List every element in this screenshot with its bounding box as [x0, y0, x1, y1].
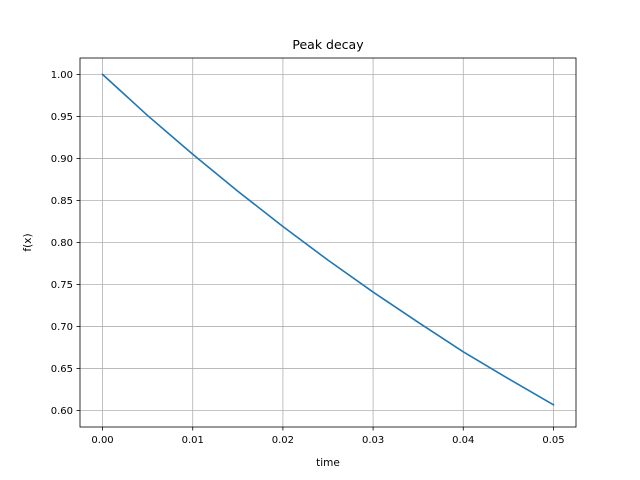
series-line	[101, 73, 555, 406]
x-tick-label: 0.00	[91, 435, 113, 446]
y-tick-label: 0.95	[51, 112, 73, 123]
y-tick-label: 1.00	[51, 70, 73, 81]
x-tick-label: 0.05	[542, 435, 564, 446]
y-tick-label: 0.85	[51, 196, 73, 207]
y-axis-label: f(x)	[22, 233, 34, 251]
x-tick-label: 0.01	[182, 435, 204, 446]
y-tick-label: 0.80	[51, 238, 73, 249]
y-tick-label: 0.90	[51, 154, 73, 165]
y-tick-label: 0.65	[51, 364, 73, 375]
x-axis-label: time	[316, 457, 340, 469]
x-tick-label: 0.04	[452, 435, 474, 446]
ticks: 0.00 0.01 0.02 0.03 0.04 0.05 0.60 0.65 0.70 0.75…	[51, 70, 565, 446]
series-layer	[101, 73, 555, 406]
y-tick-label: 0.70	[51, 322, 73, 333]
y-tick-label: 0.60	[51, 406, 73, 417]
chart-title: Peak decay	[292, 37, 364, 52]
y-tick-label: 0.75	[51, 280, 73, 291]
grid	[80, 58, 576, 427]
x-tick-label: 0.03	[362, 435, 384, 446]
x-tick-label: 0.02	[272, 435, 294, 446]
